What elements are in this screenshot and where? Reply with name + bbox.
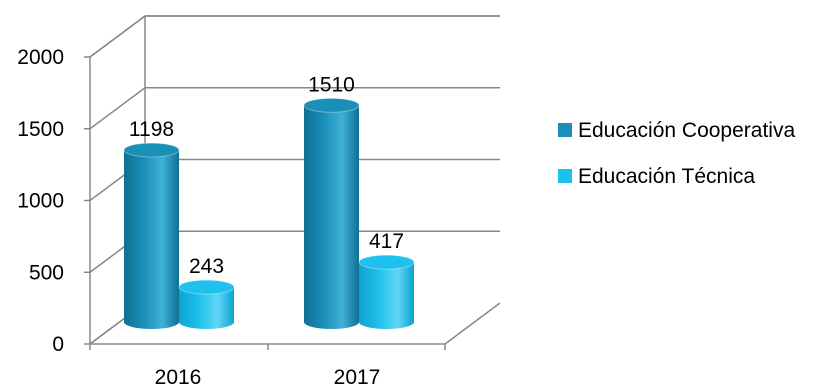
legend-label: Educación Técnica bbox=[578, 165, 755, 188]
y-tick-label: 2000 bbox=[17, 46, 64, 69]
gridline-side bbox=[89, 15, 146, 58]
legend-item: Educación Técnica bbox=[558, 165, 755, 188]
y-axis-ticks: 0 500 1000 1500 2000 bbox=[17, 46, 64, 356]
bar-educaci-n-t-cnica-2016 bbox=[178, 279, 235, 329]
bar-body bbox=[359, 262, 414, 330]
legend-swatch bbox=[558, 169, 572, 183]
legend: Educación Cooperativa Educación Técnica bbox=[558, 119, 795, 188]
x-category-label: 2017 bbox=[334, 366, 381, 387]
bar-top bbox=[178, 279, 235, 295]
gridline-side bbox=[89, 87, 146, 130]
legend-swatch bbox=[558, 123, 572, 137]
bar-body bbox=[124, 150, 179, 330]
bars bbox=[123, 97, 415, 330]
floor-right-edge bbox=[444, 302, 501, 345]
bar-top bbox=[123, 142, 180, 158]
legend-label: Educación Cooperativa bbox=[578, 119, 795, 142]
y-tick-label: 0 bbox=[52, 333, 64, 356]
y-tick-label: 1500 bbox=[17, 118, 64, 141]
y-tick-label: 1000 bbox=[17, 190, 64, 213]
data-label: 1510 bbox=[308, 73, 355, 96]
bar-body bbox=[304, 105, 359, 330]
data-labels: 1198 243 1510 417 bbox=[129, 73, 404, 278]
x-category-label: 2016 bbox=[155, 366, 202, 387]
bar-top bbox=[358, 254, 415, 270]
y-tick-label: 500 bbox=[29, 261, 64, 284]
bar-educaci-n-t-cnica-2017 bbox=[358, 254, 415, 330]
bar-educaci-n-cooperativa-2017 bbox=[303, 97, 360, 330]
data-label: 417 bbox=[369, 230, 404, 253]
bar-top bbox=[303, 97, 360, 113]
x-axis-categories: 2016 2017 bbox=[155, 366, 381, 387]
bar-body bbox=[179, 287, 234, 329]
bar-educaci-n-cooperativa-2016 bbox=[123, 142, 180, 330]
legend-item: Educación Cooperativa bbox=[558, 119, 795, 142]
data-label: 243 bbox=[189, 255, 224, 278]
data-label: 1198 bbox=[129, 118, 174, 141]
